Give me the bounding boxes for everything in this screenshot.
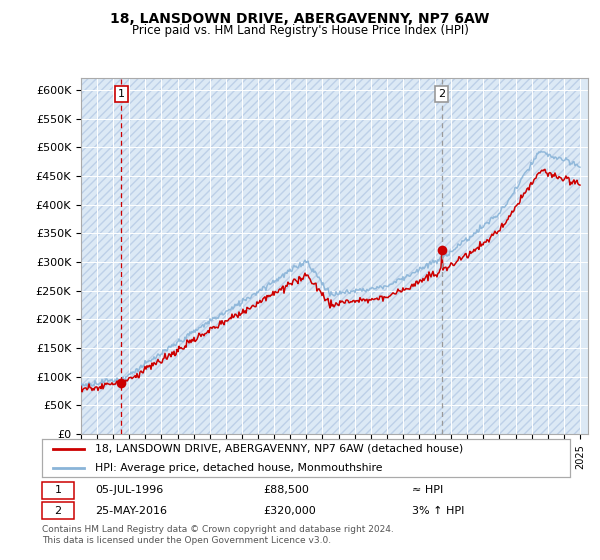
Text: 05-JUL-1996: 05-JUL-1996 [95,486,163,496]
Text: Contains HM Land Registry data © Crown copyright and database right 2024.
This d: Contains HM Land Registry data © Crown c… [42,525,394,545]
Text: £320,000: £320,000 [264,506,317,516]
Text: 2: 2 [438,89,445,99]
FancyBboxPatch shape [42,482,74,499]
Text: HPI: Average price, detached house, Monmouthshire: HPI: Average price, detached house, Monm… [95,463,382,473]
Text: £88,500: £88,500 [264,486,310,496]
Text: 18, LANSDOWN DRIVE, ABERGAVENNY, NP7 6AW: 18, LANSDOWN DRIVE, ABERGAVENNY, NP7 6AW [110,12,490,26]
Text: 25-MAY-2016: 25-MAY-2016 [95,506,167,516]
Text: 1: 1 [118,89,125,99]
Text: 18, LANSDOWN DRIVE, ABERGAVENNY, NP7 6AW (detached house): 18, LANSDOWN DRIVE, ABERGAVENNY, NP7 6AW… [95,444,463,454]
FancyBboxPatch shape [42,502,74,519]
Text: Price paid vs. HM Land Registry's House Price Index (HPI): Price paid vs. HM Land Registry's House … [131,24,469,37]
Text: 3% ↑ HPI: 3% ↑ HPI [412,506,464,516]
Text: 2: 2 [54,506,61,516]
Text: ≈ HPI: ≈ HPI [412,486,443,496]
Text: 1: 1 [55,486,61,496]
